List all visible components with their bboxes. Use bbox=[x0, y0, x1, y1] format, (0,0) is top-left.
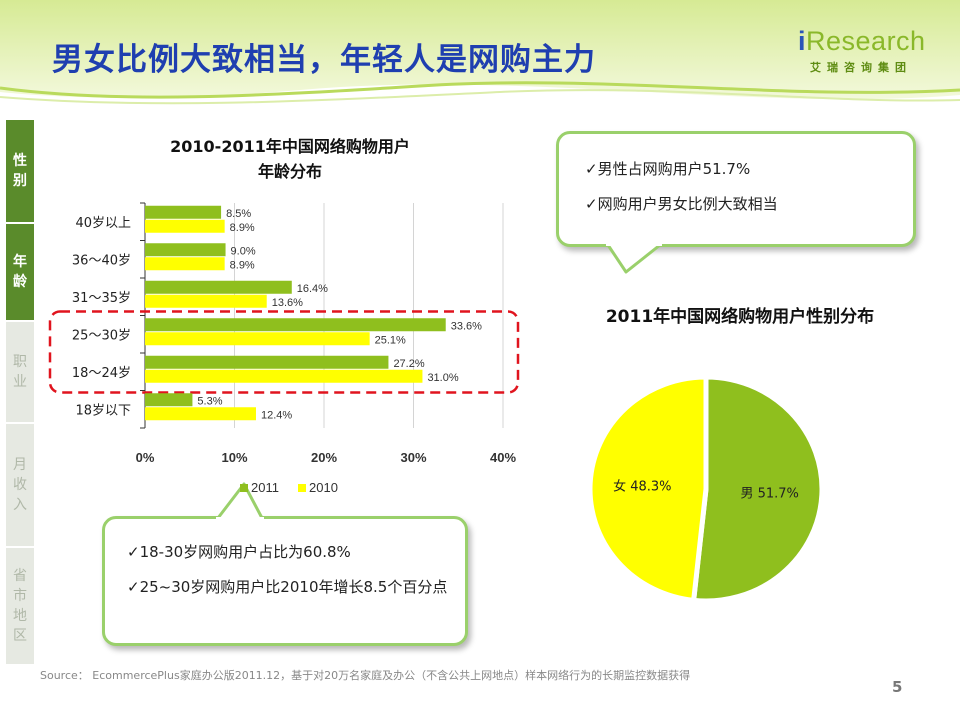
bar-category-label: 18～24岁 bbox=[72, 366, 131, 381]
bar-data-label-2010: 8.9% bbox=[230, 259, 255, 271]
bar-data-label-2011: 8.5% bbox=[226, 208, 251, 220]
highlight-box bbox=[48, 310, 520, 394]
legend-swatch-2011 bbox=[240, 484, 248, 492]
callout-gender-line2: ✓网购用户男女比例大致相当 bbox=[585, 195, 778, 213]
bar-2011 bbox=[145, 280, 292, 294]
bar-data-label-2010: 31.0% bbox=[427, 372, 458, 384]
callout-age-line2: ✓25~30岁网购用户比2010年增长8.5个百分点 bbox=[127, 578, 448, 596]
bar-category-label: 25～30岁 bbox=[72, 328, 131, 343]
bar-2011 bbox=[145, 393, 193, 407]
bar-x-tick-label: 30% bbox=[400, 450, 426, 465]
pie-label-male: 男 51.7% bbox=[740, 486, 798, 501]
bar-category-label: 36～40岁 bbox=[72, 253, 131, 268]
bar-data-label-2011: 27.2% bbox=[393, 358, 424, 370]
nav-tab-gender-label: 性别 bbox=[13, 153, 27, 189]
bar-x-tick-label: 20% bbox=[311, 450, 337, 465]
legend-swatch-2010 bbox=[298, 484, 306, 492]
page-title: 男女比例大致相当，年轻人是网购主力 bbox=[52, 42, 596, 78]
nav-tab-region[interactable]: 省市地区 bbox=[6, 548, 34, 664]
bar-x-tick-label: 10% bbox=[221, 450, 247, 465]
callout-gender-tail-mask bbox=[606, 240, 662, 246]
bar-2010 bbox=[145, 219, 225, 233]
logo-i: i bbox=[798, 26, 807, 56]
bar-x-tick-label: 40% bbox=[490, 450, 516, 465]
pie-slice-female bbox=[587, 374, 709, 604]
callout-age-tail-mask bbox=[216, 517, 264, 523]
bar-data-label-2010: 8.9% bbox=[230, 222, 255, 234]
bar-x-tick-label: 0% bbox=[136, 450, 155, 465]
bar-category-label: 31～35岁 bbox=[72, 291, 131, 306]
bar-2011 bbox=[145, 355, 389, 369]
bar-data-label-2011: 33.6% bbox=[451, 320, 482, 332]
side-navigation: 性别 年龄 职业 月收入 省市地区 bbox=[6, 120, 34, 666]
bar-chart-title: 2010-2011年中国网络购物用户 年龄分布 bbox=[130, 134, 450, 184]
callout-age-line1: ✓18-30岁网购用户占比为60.8% bbox=[127, 543, 351, 561]
page-number: 5 bbox=[892, 678, 903, 696]
nav-tab-age-label: 年龄 bbox=[13, 254, 27, 290]
bar-chart-title-line1: 2010-2011年中国网络购物用户 bbox=[170, 137, 410, 156]
bar-2010 bbox=[145, 332, 370, 346]
bar-2011 bbox=[145, 205, 222, 219]
bar-data-label-2011: 16.4% bbox=[297, 283, 328, 295]
pie-slice-male bbox=[690, 374, 825, 604]
bar-data-label-2011: 5.3% bbox=[197, 395, 222, 407]
nav-tab-age[interactable]: 年龄 bbox=[6, 224, 34, 320]
logo-research: Research bbox=[806, 26, 926, 56]
pie-chart-title: 2011年中国网络购物用户性别分布 bbox=[605, 307, 875, 327]
bar-2010 bbox=[145, 369, 423, 383]
callout-gender: ✓男性占网购用户51.7% ✓网购用户男女比例大致相当 bbox=[556, 131, 916, 247]
nav-tab-region-label: 省市地区 bbox=[13, 568, 27, 644]
callout-gender-line1: ✓男性占网购用户51.7% bbox=[585, 160, 751, 178]
bar-category-label: 18岁以下 bbox=[75, 403, 131, 418]
source-note: Source： EcommercePlus家庭办公版2011.12，基于对20万… bbox=[40, 669, 691, 682]
callout-age: ✓18-30岁网购用户占比为60.8% ✓25~30岁网购用户比2010年增长8… bbox=[102, 516, 468, 646]
nav-tab-gender[interactable]: 性别 bbox=[6, 120, 34, 222]
bar-2010 bbox=[145, 294, 267, 308]
nav-tab-occupation[interactable]: 职业 bbox=[6, 322, 34, 422]
bar-chart-title-line2: 年龄分布 bbox=[257, 162, 322, 181]
nav-tab-occupation-label: 职业 bbox=[13, 354, 27, 390]
legend-label-2010: 2010 bbox=[309, 480, 338, 495]
iresearch-logo: iResearch 艾瑞咨询集团 bbox=[798, 26, 938, 75]
nav-tab-income-label: 月收入 bbox=[13, 457, 27, 513]
bar-2010 bbox=[145, 257, 225, 271]
bar-2010 bbox=[145, 407, 256, 421]
bar-2011 bbox=[145, 318, 446, 332]
callout-gender-tail bbox=[606, 243, 661, 274]
nav-tab-income[interactable]: 月收入 bbox=[6, 424, 34, 546]
bar-data-label-2010: 13.6% bbox=[272, 297, 303, 309]
pie-label-female: 女 48.3% bbox=[613, 479, 671, 495]
legend-label-2011: 2011 bbox=[251, 480, 279, 495]
bar-category-label: 40岁以上 bbox=[75, 216, 131, 231]
bar-data-label-2011: 9.0% bbox=[231, 245, 256, 257]
bar-data-label-2010: 12.4% bbox=[261, 409, 292, 421]
bar-data-label-2010: 25.1% bbox=[375, 334, 406, 346]
logo-subtitle: 艾瑞咨询集团 bbox=[810, 61, 912, 74]
header-background bbox=[0, 0, 960, 120]
bar-2011 bbox=[145, 243, 226, 257]
